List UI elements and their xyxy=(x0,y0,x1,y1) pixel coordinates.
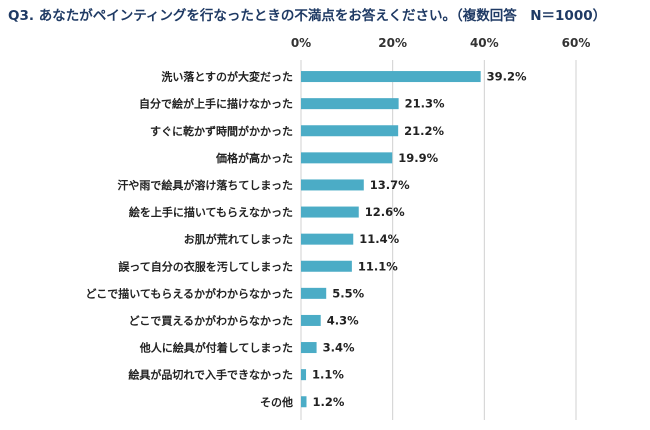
category-label: 価格が高かった xyxy=(215,151,293,165)
x-tick-label: 20% xyxy=(378,36,407,50)
bar xyxy=(301,342,317,354)
value-label: 1.1% xyxy=(312,368,344,382)
bar xyxy=(301,152,393,164)
value-label: 5.5% xyxy=(332,286,364,300)
bar xyxy=(301,314,321,326)
value-label: 3.4% xyxy=(323,341,355,355)
bar xyxy=(301,287,327,299)
bar xyxy=(301,125,399,137)
bar xyxy=(301,369,307,381)
category-label: どこで買えるかがわからなかった xyxy=(129,313,293,327)
bar xyxy=(301,260,352,272)
category-label: 絵を上手に描いてもらえなかった xyxy=(129,205,293,219)
category-label: 誤って自分の衣服を汚してしまった xyxy=(118,259,293,273)
bar xyxy=(301,206,359,218)
category-label: 絵具が品切れで入手できなかった xyxy=(128,368,293,382)
value-label: 1.2% xyxy=(313,395,345,409)
category-label: 洗い落とすのが大変だった xyxy=(161,70,293,84)
category-label: 自分で絵が上手に描けなかった xyxy=(139,97,293,111)
category-label: すぐに乾かず時間がかかった xyxy=(150,124,293,138)
bar xyxy=(301,98,399,110)
value-label: 21.2% xyxy=(404,124,444,138)
value-label: 11.1% xyxy=(358,259,398,273)
value-label: 11.4% xyxy=(359,232,399,246)
bar xyxy=(301,396,307,408)
value-label: 12.6% xyxy=(365,205,405,219)
value-label: 4.3% xyxy=(327,313,359,327)
x-tick-label: 60% xyxy=(562,36,591,50)
value-label: 13.7% xyxy=(370,178,410,192)
bar xyxy=(301,179,364,191)
category-label: その他 xyxy=(260,395,293,409)
category-label: お肌が荒れてしまった xyxy=(184,232,293,246)
x-tick-label: 0% xyxy=(291,36,311,50)
value-label: 39.2% xyxy=(487,70,527,84)
category-label: どこで描いてもらえるかがわからなかった xyxy=(86,286,293,300)
x-tick-label: 40% xyxy=(470,36,499,50)
bar xyxy=(301,71,481,83)
chart-title: Q3. あなたがペインティングを行なったときの不満点をお答えください。（複数回答… xyxy=(8,8,607,24)
category-label: 他人に絵具が付着してしまった xyxy=(139,341,293,355)
bar xyxy=(301,233,354,245)
value-label: 21.3% xyxy=(405,97,445,111)
category-label: 汗や雨で絵具が溶け落ちてしまった xyxy=(117,178,293,192)
value-label: 19.9% xyxy=(398,151,438,165)
